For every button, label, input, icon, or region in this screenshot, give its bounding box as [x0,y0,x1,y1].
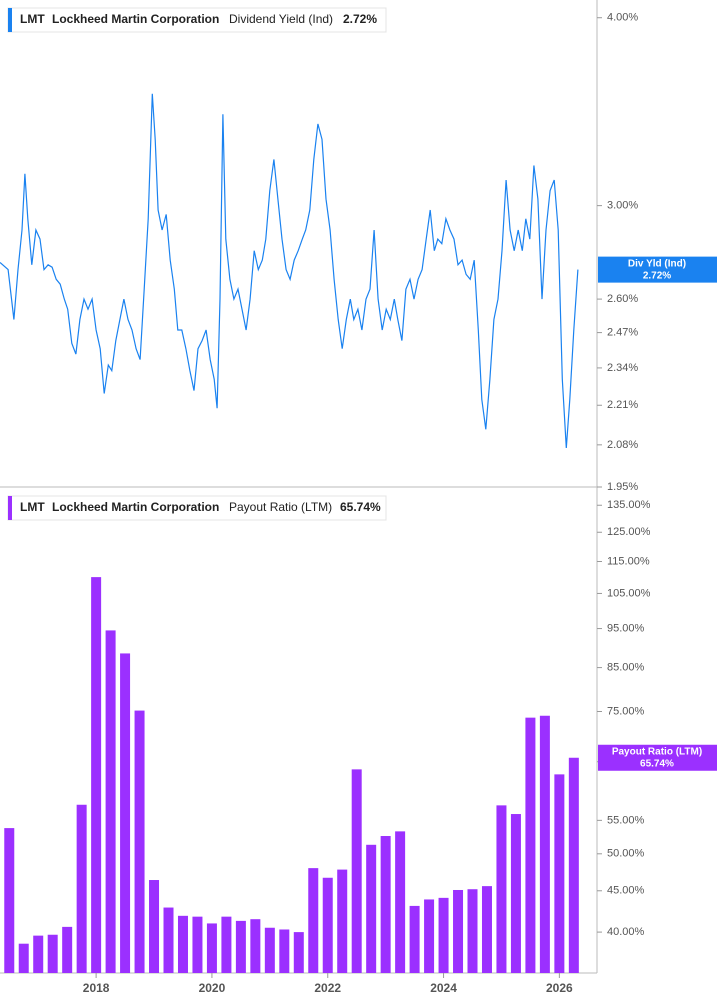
bar [380,836,391,973]
y-tick-label: 115.00% [607,555,650,567]
x-tick-label: 2024 [430,981,457,995]
x-tick-label: 2020 [199,981,226,995]
bar [221,916,232,973]
bar [177,915,188,973]
header-ticker: LMT [20,500,45,514]
y-tick-label: 2.21% [607,399,638,411]
bar [322,877,333,973]
y-tick-label: 105.00% [607,587,651,599]
bar [76,804,87,973]
bar [496,805,507,973]
y-tick-label: 2.47% [607,327,638,339]
x-tick-label: 2018 [83,981,110,995]
y-tick-label: 40.00% [607,926,645,938]
bar [308,868,319,973]
y-tick-label: 2.08% [607,439,638,451]
end-label-value: 2.72% [643,270,671,281]
bar [120,653,131,973]
y-tick-label: 85.00% [607,661,645,673]
header-company: Lockheed Martin Corporation [52,500,219,514]
line-series [0,93,579,449]
y-tick-label: 135.00% [607,499,651,511]
bar [62,926,73,973]
header-metric: Dividend Yield (Ind) [229,12,333,26]
bar [279,929,290,973]
header-company: Lockheed Martin Corporation [52,12,219,26]
y-tick-label: 95.00% [607,622,645,634]
bar [134,710,145,973]
y-tick-label: 4.00% [607,12,638,24]
bar [192,916,203,973]
bar [539,715,550,973]
bar [351,769,362,973]
y-tick-label: 55.00% [607,814,645,826]
bar [453,889,464,973]
end-label-box [598,256,717,283]
bar [206,923,217,973]
bar [481,886,492,973]
x-tick-label: 2022 [314,981,341,995]
bar [424,899,435,973]
end-label-name: Div Yld (Ind) [628,258,686,269]
bar [409,905,420,973]
bar [395,831,406,973]
bar [91,577,102,973]
bar [264,927,275,973]
bar [149,880,160,973]
bar [163,907,174,973]
end-label-value: 65.74% [640,758,674,769]
header-metric: Payout Ratio (LTM) [229,500,332,514]
y-tick-label: 1.95% [607,481,638,493]
y-tick-label: 2.34% [607,362,638,374]
bar [525,717,536,973]
header-ticker: LMT [20,12,45,26]
header-box [7,495,387,521]
header-latest: 2.72% [343,12,377,26]
end-label-box [598,744,717,771]
bar [33,935,44,973]
bar [510,814,521,973]
header-box [7,7,387,33]
bar [467,889,478,973]
bar [438,897,449,973]
end-label-name: Payout Ratio (LTM) [612,746,702,757]
header-latest: 65.74% [340,500,381,514]
bar [366,844,377,973]
bar [4,828,15,973]
x-tick-label: 2026 [546,981,573,995]
bar [250,919,261,973]
y-tick-label: 45.00% [607,885,645,897]
bar [18,943,29,973]
y-tick-label: 2.60% [607,293,638,305]
header-swatch [8,496,12,520]
bar [47,934,58,973]
bar [235,920,246,973]
y-tick-label: 50.00% [607,848,645,860]
y-tick-label: 125.00% [607,526,651,538]
bar [105,630,116,973]
y-tick-label: 3.00% [607,200,638,212]
header-swatch [8,8,12,32]
bar [568,757,579,973]
y-tick-label: 75.00% [607,705,645,717]
bar [293,932,304,973]
bar [554,774,565,973]
bar [337,869,348,973]
